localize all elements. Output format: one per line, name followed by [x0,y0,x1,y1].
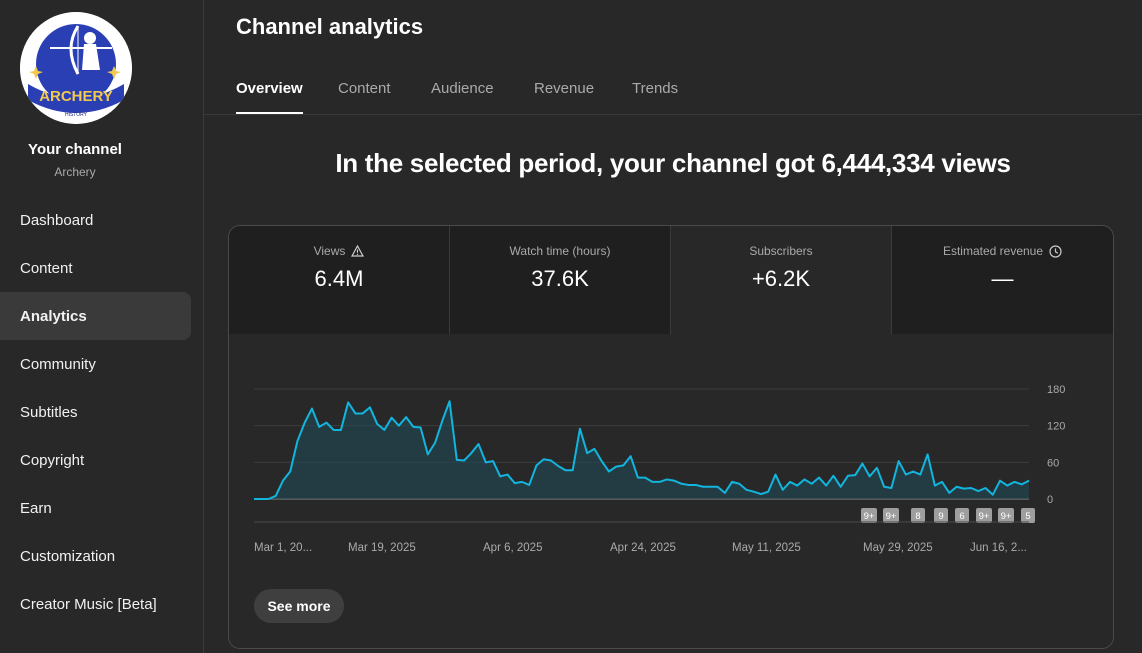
x-tick-label: May 29, 2025 [863,542,933,554]
sidebar-item-label: Customization [20,547,116,565]
x-tick-label: Mar 1, 20... [254,542,312,554]
metric-value: 6.4M [314,266,364,291]
analytics-card: Views 6.4M Watch time (hours) 37.6K Subs… [228,225,1114,649]
metric-watch-time[interactable]: Watch time (hours) 37.6K [450,226,671,334]
metric-label: Views [313,244,346,258]
sidebar-item-copyright[interactable]: Copyright [0,436,191,484]
x-tick-label: Apr 6, 2025 [483,542,542,554]
metric-label: Watch time (hours) [509,244,611,258]
metric-tabs: Views 6.4M Watch time (hours) 37.6K Subs… [229,226,1113,334]
see-more-button[interactable]: See more [254,589,344,623]
y-tick-label: 60 [1047,457,1059,469]
sidebar-item-analytics[interactable]: Analytics [0,292,191,340]
avatar-logo-text: ARCHERY [39,88,113,105]
metric-subscribers[interactable]: Subscribers +6.2K [671,226,892,334]
annotation-badge[interactable]: 9+ [861,508,877,523]
sidebar-item-label: Dashboard [20,211,94,229]
avatar-logo-subtext: HISTORY [65,112,88,118]
x-tick-label: Apr 24, 2025 [610,542,676,554]
sidebar-item-dashboard[interactable]: Dashboard [0,196,191,244]
views-headline: In the selected period, your channel got… [335,148,1011,178]
y-tick-label: 120 [1047,421,1065,433]
annotation-badge-label: 9+ [864,511,875,522]
y-tick-label: 180 [1047,384,1065,396]
sidebar-item-community[interactable]: Community [0,340,191,388]
y-tick-label: 0 [1047,494,1053,506]
annotation-badge-label: 8 [915,511,920,522]
x-tick-label: May 11, 2025 [732,542,801,554]
tab-revenue[interactable]: Revenue [534,80,595,97]
annotation-badge-label: 9 [938,511,943,522]
clock-icon [1049,244,1062,258]
sidebar-item-label: Subtitles [20,403,78,421]
metric-label: Estimated revenue [942,244,1044,258]
sidebar-item-creator-music[interactable]: Creator Music [Beta] [0,580,191,628]
x-tick-label: Mar 19, 2025 [348,542,416,554]
metric-estimated-revenue[interactable]: Estimated revenue — [892,226,1113,334]
page-title: Channel analytics [236,14,424,39]
annotation-badge[interactable]: 6 [955,508,969,523]
metric-value: 37.6K [531,266,589,291]
views-chart: 180 120 60 0 9+ 9+ 8 9 6 9+ 9+ 5 Mar 1, 20... Mar 1… [254,384,1065,554]
sidebar-item-label: Content [20,259,73,277]
metric-label: Subscribers [749,244,813,258]
annotation-badge-label: 5 [1025,511,1030,522]
annotation-badge-label: 9+ [886,511,897,522]
channel-avatar[interactable]: ARCHERY HISTORY [20,12,132,124]
sidebar-item-earn[interactable]: Earn [0,484,191,532]
metric-views[interactable]: Views 6.4M [229,226,450,334]
sidebar-item-label: Earn [20,499,52,517]
sidebar-item-label: Community [20,355,96,373]
chart-area: 180 120 60 0 9+ 9+ 8 9 6 9+ 9+ 5 Mar 1, 20... Mar 1… [229,334,1113,648]
sidebar-item-subtitles[interactable]: Subtitles [0,388,191,436]
sidebar-item-customization[interactable]: Customization [0,532,191,580]
sidebar-item-label: Copyright [20,451,85,469]
tab-content[interactable]: Content [338,80,391,97]
channel-name: Archery [54,165,96,179]
annotation-badge[interactable]: 5 [1021,508,1035,523]
chart-series-line [254,400,1030,500]
annotation-badge[interactable]: 9+ [998,508,1014,523]
chart-area-fill [254,401,1029,499]
tab-overview[interactable]: Overview [236,80,303,114]
annotation-badge[interactable]: 8 [911,508,925,523]
metric-value: — [991,266,1014,291]
tab-trends[interactable]: Trends [632,80,679,97]
tab-audience[interactable]: Audience [431,80,494,97]
x-tick-label: Jun 16, 2... [970,542,1027,554]
header-divider [204,114,1142,115]
sidebar-item-content[interactable]: Content [0,244,191,292]
sidebar-item-label: Creator Music [Beta] [20,595,157,613]
annotation-badge-label: 6 [959,511,964,522]
annotation-badge-label: 9+ [1001,511,1012,522]
sidebar: ARCHERY HISTORY Your channel Archery Das… [0,0,204,653]
metric-value: +6.2K [751,266,811,291]
warning-icon [351,245,365,257]
archery-logo: ARCHERY HISTORY [20,12,132,124]
channel-title: Your channel [28,141,122,158]
annotation-badge[interactable]: 9+ [976,508,992,523]
annotation-badge[interactable]: 9 [934,508,948,523]
sidebar-item-label: Analytics [20,307,87,325]
annotation-badge-label: 9+ [979,511,990,522]
annotation-badge[interactable]: 9+ [883,508,899,523]
